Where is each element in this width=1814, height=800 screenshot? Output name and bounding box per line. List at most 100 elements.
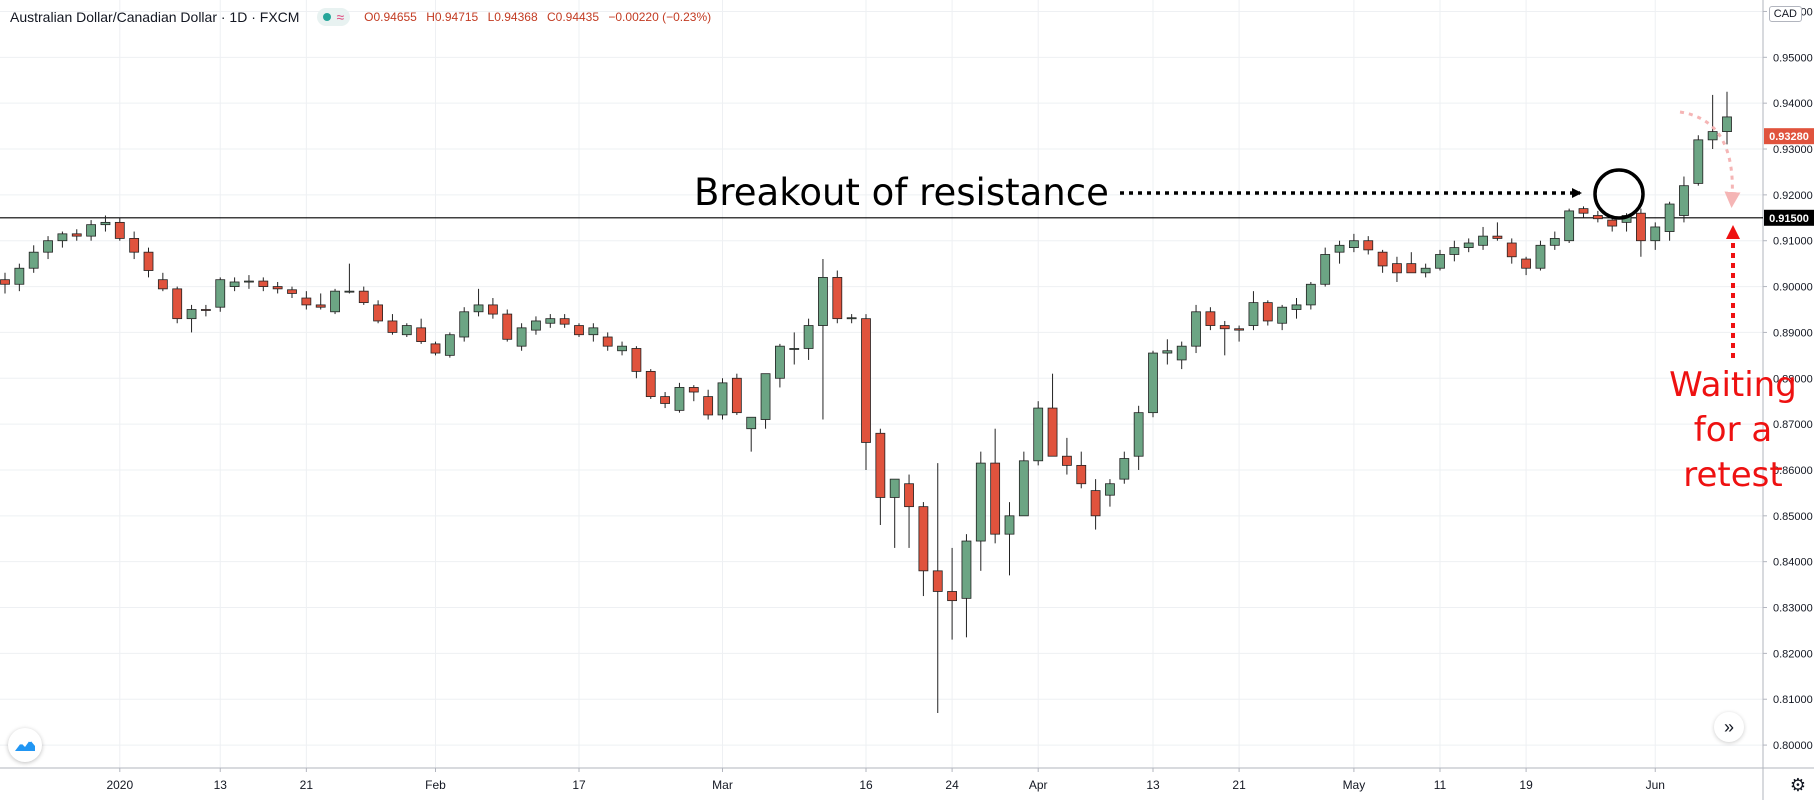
candle-body (1062, 455, 1072, 466)
last-price-tag (1764, 128, 1814, 145)
candle-up (1693, 135, 1704, 186)
candle-up (789, 332, 800, 365)
candle-body (57, 233, 68, 242)
tradingview-logo-icon[interactable] (8, 728, 42, 762)
x-tick-label: 13 (214, 778, 228, 792)
candle-up (100, 215, 111, 232)
candle-body (904, 483, 914, 508)
candle-body (990, 462, 1001, 535)
candle-body (1478, 235, 1488, 246)
candle-body (502, 313, 513, 340)
double-chevron-right-icon[interactable]: » (1714, 712, 1744, 742)
candle-body (1248, 302, 1259, 326)
candle-body (1549, 238, 1560, 246)
candle-body (875, 432, 886, 498)
candle-up (1449, 240, 1460, 262)
candle-down (301, 291, 312, 310)
candle-up (1463, 238, 1474, 253)
candle-down (1262, 300, 1273, 326)
time-axis: 2020 13 21 Feb 17 Mar 16 24 Apr 13 21 May 11 19 Jun (106, 768, 1665, 792)
x-tick-label: 17 (572, 778, 586, 792)
candle-body (287, 289, 297, 294)
candle-body (932, 570, 943, 592)
candle-body (975, 462, 986, 542)
candle-body (129, 238, 140, 253)
candle-body (330, 290, 340, 313)
candle-body (172, 288, 183, 320)
open-value: O0.94655 (364, 10, 417, 24)
candle-body (459, 311, 470, 338)
x-tick-label: 19 (1519, 778, 1533, 792)
candle-down (373, 300, 384, 324)
candle-down (487, 298, 498, 319)
candle-body (531, 320, 541, 331)
x-tick-label: 16 (859, 778, 873, 792)
candle-body (1133, 412, 1144, 457)
close-value: C0.94435 (546, 10, 600, 24)
candle-body (717, 382, 728, 416)
candle-body (14, 267, 25, 285)
candle-body (100, 221, 111, 226)
wave-icon: ≈ (336, 9, 345, 25)
candle-body (244, 280, 254, 283)
candle-up (1679, 176, 1689, 223)
candle-up (1004, 502, 1015, 576)
candle-up (86, 220, 96, 241)
candle-down (1076, 451, 1087, 489)
candle-down (416, 318, 427, 344)
waiting-annotation-text: Waiting (1669, 365, 1797, 405)
x-tick-label: Mar (712, 778, 733, 792)
candle-up (57, 231, 68, 248)
candle-up (1162, 339, 1173, 365)
candle-body (1234, 328, 1244, 331)
candle-up (1105, 479, 1115, 507)
candle-down (358, 286, 369, 305)
candle-down (1492, 222, 1503, 241)
candle-down (1062, 437, 1072, 475)
y-tick-label: 0.92000 (1773, 190, 1813, 202)
candle-up (330, 288, 340, 315)
market-open-dot-icon (323, 13, 332, 21)
candle-down (703, 389, 714, 420)
currency-badge[interactable]: CAD (1768, 6, 1802, 22)
status-pill[interactable]: ≈ (317, 8, 351, 26)
high-value: H0.94715 (426, 10, 479, 24)
candle-body (1506, 242, 1517, 258)
candle-body (760, 373, 771, 420)
candle-up (889, 478, 900, 548)
candle-body (631, 348, 642, 372)
candle-up (1564, 208, 1575, 244)
candle-body (1650, 226, 1661, 242)
candle-up (215, 277, 226, 312)
candle-down (832, 270, 843, 324)
candle-body (947, 591, 957, 602)
candle-body (258, 280, 269, 287)
candle-up (401, 323, 412, 338)
y-tick-label: 0.94000 (1773, 98, 1813, 110)
candle-body (1363, 240, 1374, 251)
candle-body (28, 251, 39, 269)
candle-up (545, 314, 556, 328)
candle-body (444, 334, 455, 356)
candle-body (1076, 464, 1087, 485)
y-tick-label: 0.95000 (1773, 52, 1813, 64)
candle-body (215, 279, 226, 308)
candle-body (1578, 208, 1589, 214)
candle-up (516, 323, 527, 351)
candle-body (703, 396, 714, 416)
candle-body (1119, 458, 1130, 480)
candle-up (244, 275, 254, 289)
gear-icon[interactable]: ⚙ (1789, 775, 1806, 795)
candle-up (1420, 263, 1431, 278)
candle-body (1492, 235, 1503, 239)
candle-body (1320, 254, 1331, 285)
candle-down (904, 474, 914, 548)
candle-body (71, 233, 82, 237)
candle-body (43, 240, 53, 253)
x-tick-label: Jun (1646, 778, 1665, 792)
candle-down (71, 229, 82, 241)
candle-body (545, 318, 556, 324)
y-tick-label: 0.90000 (1773, 282, 1813, 294)
x-tick-label: Feb (425, 778, 446, 792)
